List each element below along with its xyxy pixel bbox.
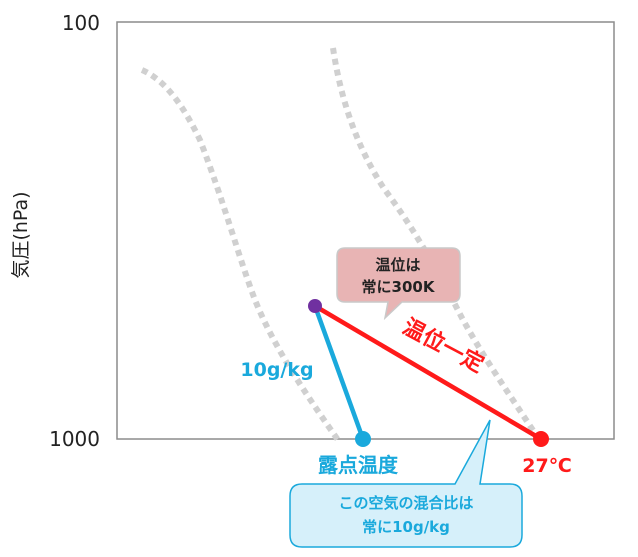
dry-adiabat-line [313,304,543,441]
dew-point-point [355,431,371,447]
y-tick-100: 100 [62,11,100,35]
temperature-point [533,431,549,447]
mixing-ratio-callout: この空気の混合比は 常に10g/kg [289,419,523,548]
guide-curve-left [140,67,341,442]
mixing-ratio-line [312,305,366,440]
y-tick-1000: 1000 [49,427,100,451]
potential-temp-callout: 温位は 常に300K [336,247,461,321]
dew-point-label: 露点温度 [318,453,399,477]
mixing-ratio-note-line2: 常に10g/kg [362,518,450,536]
potential-temp-note-line2: 常に300K [362,278,436,296]
y-axis-label: 気圧(hPa) [10,191,32,278]
lifted-point [308,299,322,313]
plot-frame [116,21,615,440]
temperature-label: 27℃ [522,455,571,477]
mixing-ratio-label: 10g/kg [240,359,313,381]
mixing-ratio-note-line1: この空気の混合比は [338,494,473,512]
potential-temp-note-line1: 温位は [375,256,420,274]
